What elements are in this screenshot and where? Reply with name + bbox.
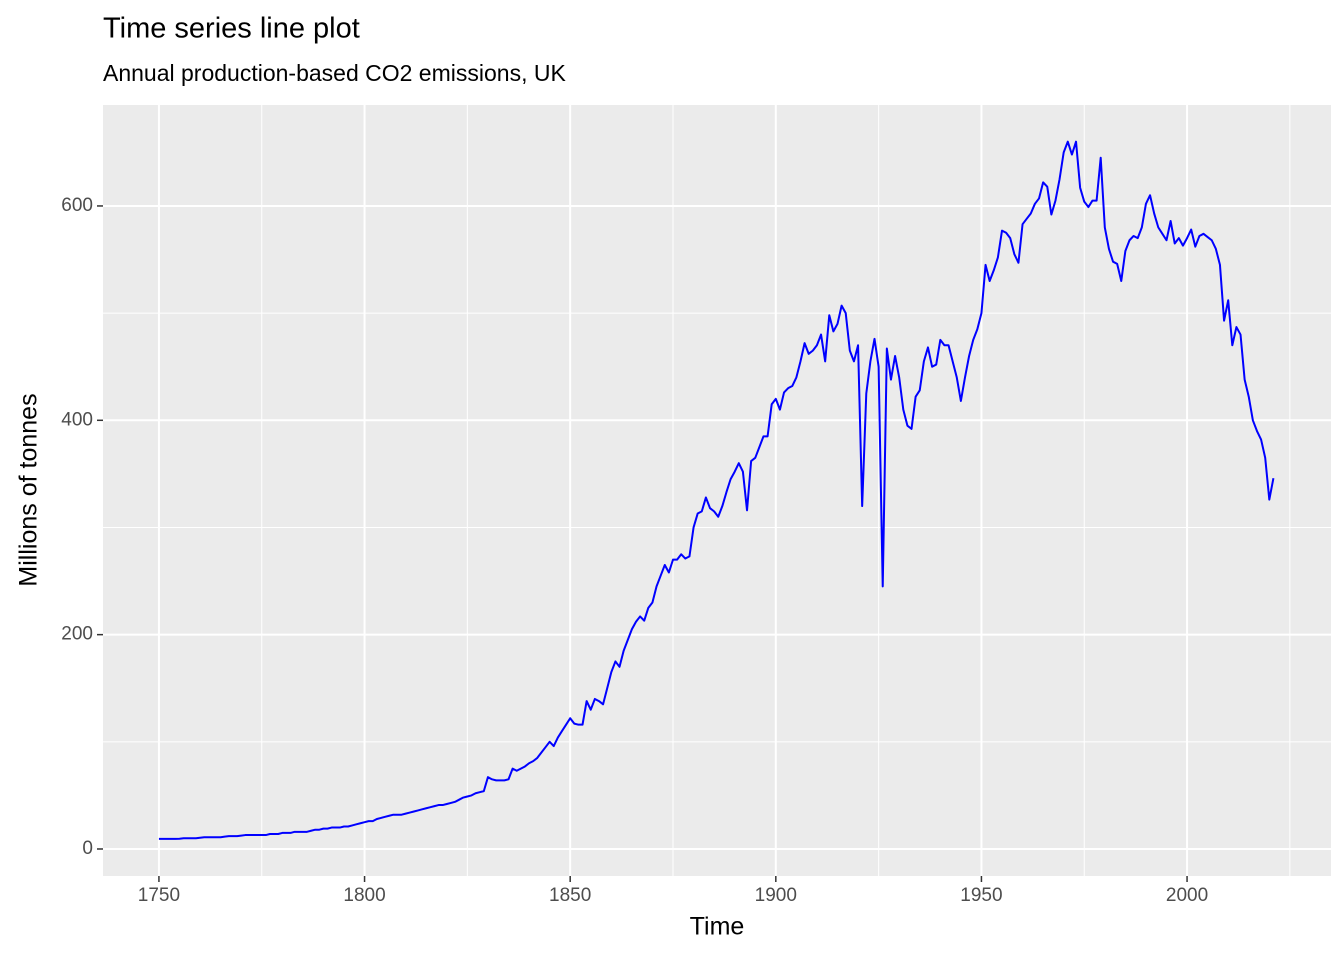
y-tick-label: 400 (61, 409, 93, 430)
y-tick-label: 0 (82, 838, 93, 859)
panel (103, 105, 1331, 876)
x-tick-label: 1850 (549, 885, 591, 906)
x-tick-label: 1800 (343, 885, 385, 906)
chart-title: Time series line plot (103, 13, 360, 45)
y-tick-label: 600 (61, 195, 93, 216)
y-axis-title: Millions of tonnes (15, 393, 43, 586)
x-axis-title: Time (690, 913, 745, 941)
y-tick-label: 200 (61, 624, 93, 645)
x-tick-label: 1950 (960, 885, 1002, 906)
x-tick-label: 1750 (138, 885, 180, 906)
chart-subtitle: Annual production-based CO2 emissions, U… (103, 60, 566, 86)
x-tick-label: 1900 (755, 885, 797, 906)
x-tick-label: 2000 (1166, 885, 1208, 906)
line (158, 140, 1275, 840)
